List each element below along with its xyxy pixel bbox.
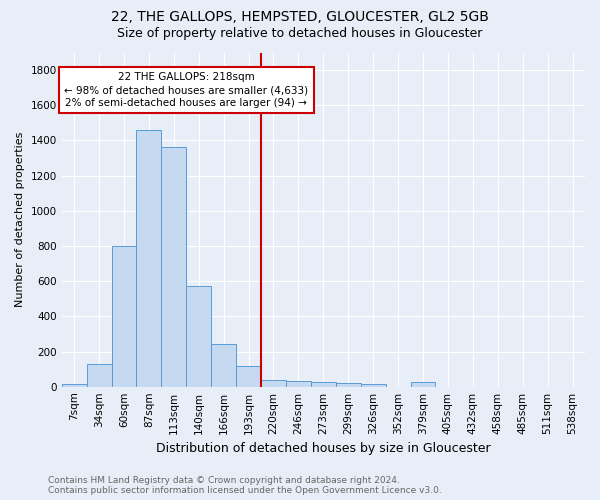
X-axis label: Distribution of detached houses by size in Gloucester: Distribution of detached houses by size … xyxy=(156,442,491,455)
Text: 22 THE GALLOPS: 218sqm
← 98% of detached houses are smaller (4,633)
2% of semi-d: 22 THE GALLOPS: 218sqm ← 98% of detached… xyxy=(64,72,308,108)
Bar xyxy=(86,364,112,386)
Text: 22, THE GALLOPS, HEMPSTED, GLOUCESTER, GL2 5GB: 22, THE GALLOPS, HEMPSTED, GLOUCESTER, G… xyxy=(111,10,489,24)
Bar xyxy=(261,380,286,386)
Bar xyxy=(336,383,361,386)
Bar xyxy=(161,148,186,386)
Bar xyxy=(236,366,261,386)
Bar xyxy=(186,286,211,386)
Bar xyxy=(286,382,311,386)
Bar xyxy=(62,384,86,386)
Bar xyxy=(136,130,161,386)
Bar xyxy=(410,382,436,386)
Bar xyxy=(311,382,336,386)
Bar xyxy=(112,246,136,386)
Bar xyxy=(211,344,236,386)
Text: Contains HM Land Registry data © Crown copyright and database right 2024.
Contai: Contains HM Land Registry data © Crown c… xyxy=(48,476,442,495)
Bar xyxy=(361,384,386,386)
Text: Size of property relative to detached houses in Gloucester: Size of property relative to detached ho… xyxy=(118,28,482,40)
Y-axis label: Number of detached properties: Number of detached properties xyxy=(15,132,25,308)
